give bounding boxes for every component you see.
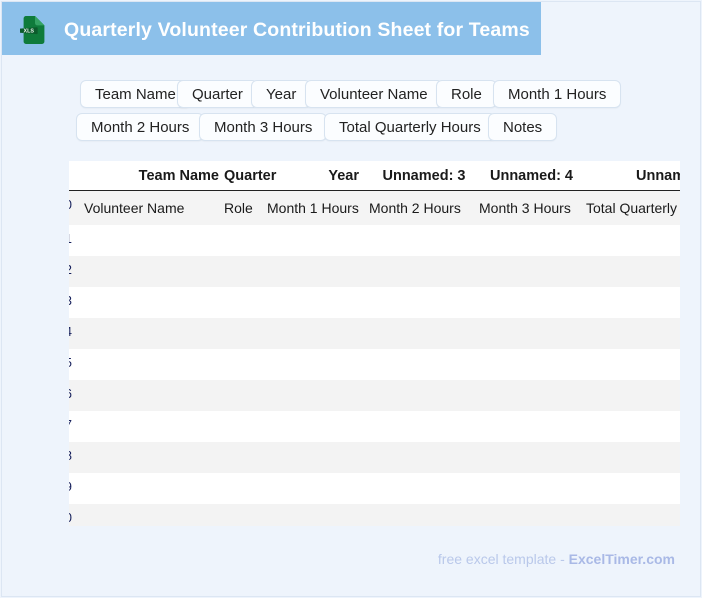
svg-text:XLS: XLS: [24, 29, 35, 35]
